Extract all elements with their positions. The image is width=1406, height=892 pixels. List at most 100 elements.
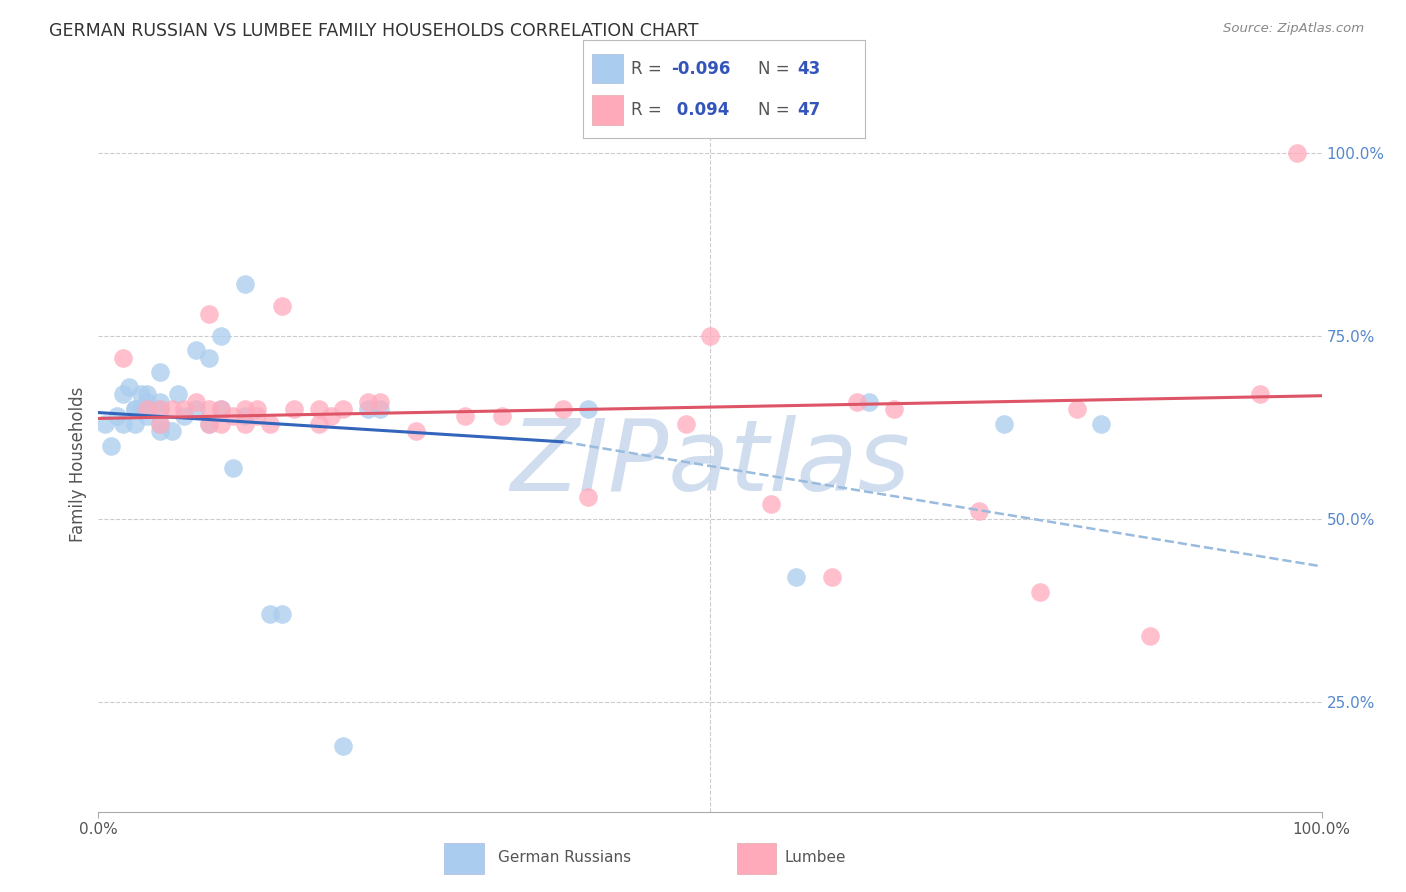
Point [149,401,172,416]
Point [129,387,152,401]
Point [136,387,159,401]
Point [209,328,232,343]
Point [270,299,294,313]
Point [1249,387,1271,401]
Point [491,409,513,424]
Point [576,490,599,504]
Point [454,409,477,424]
Point [136,401,159,416]
Point [368,401,391,416]
Bar [737,843,776,874]
Point [124,401,146,416]
Point [93,417,115,431]
Point [761,497,783,511]
Point [209,417,232,431]
Point [222,409,245,424]
Point [186,401,208,416]
Point [111,387,134,401]
Point [167,387,190,401]
Point [553,401,575,416]
Point [368,394,391,409]
Point [197,417,219,431]
Point [993,417,1015,431]
Point [136,394,159,409]
Text: N =: N = [758,101,789,119]
Text: -0.096: -0.096 [671,60,730,78]
Point [124,401,146,416]
Point [209,401,232,416]
Point [124,417,146,431]
Bar [592,54,623,83]
Point [222,460,245,475]
Point [332,401,354,416]
Point [259,417,281,431]
Point [136,409,159,424]
Text: ZIPatlas: ZIPatlas [510,416,910,512]
Point [332,739,354,753]
Point [111,351,134,365]
Point [149,424,172,438]
Point [149,365,172,379]
Text: R =: R = [631,101,662,119]
Point [356,401,378,416]
Bar [444,843,484,874]
Point [160,401,183,416]
Y-axis label: Family Households: Family Households [69,386,87,541]
Point [259,607,281,621]
Text: N =: N = [758,60,789,78]
Point [209,401,232,416]
Point [883,401,905,416]
Point [1286,145,1309,160]
Text: 47: 47 [797,101,821,119]
Point [105,409,128,424]
Point [785,570,807,584]
Point [129,401,152,416]
Point [246,401,269,416]
Point [233,277,256,292]
Point [197,351,219,365]
Point [118,380,141,394]
Point [845,394,868,409]
Point [136,401,159,416]
Text: German Russians: German Russians [498,850,631,864]
Point [967,504,990,518]
Point [233,409,256,424]
Point [233,417,256,431]
Point [576,401,599,416]
Point [173,409,195,424]
Point [100,438,122,452]
Point [319,409,342,424]
Point [197,417,219,431]
Point [1090,417,1112,431]
Point [197,401,219,416]
Point [186,343,208,358]
Point [675,417,697,431]
Point [356,394,378,409]
Text: 43: 43 [797,60,821,78]
Point [308,417,330,431]
Point [186,394,208,409]
Point [283,401,305,416]
Point [246,409,269,424]
Point [173,401,195,416]
Point [821,570,844,584]
Point [1029,585,1052,599]
Text: Source: ZipAtlas.com: Source: ZipAtlas.com [1223,22,1364,36]
Point [699,328,721,343]
Text: GERMAN RUSSIAN VS LUMBEE FAMILY HOUSEHOLDS CORRELATION CHART: GERMAN RUSSIAN VS LUMBEE FAMILY HOUSEHOL… [49,22,699,40]
Point [149,417,172,431]
Point [1066,401,1088,416]
Bar [592,95,623,125]
Point [308,401,330,416]
Text: 0.094: 0.094 [671,101,730,119]
Point [149,394,172,409]
Point [270,607,294,621]
Point [149,417,172,431]
Point [233,401,256,416]
Point [1139,629,1161,643]
Text: Lumbee: Lumbee [785,850,846,864]
Point [111,417,134,431]
Point [405,424,427,438]
Point [149,401,172,416]
Point [197,307,219,321]
